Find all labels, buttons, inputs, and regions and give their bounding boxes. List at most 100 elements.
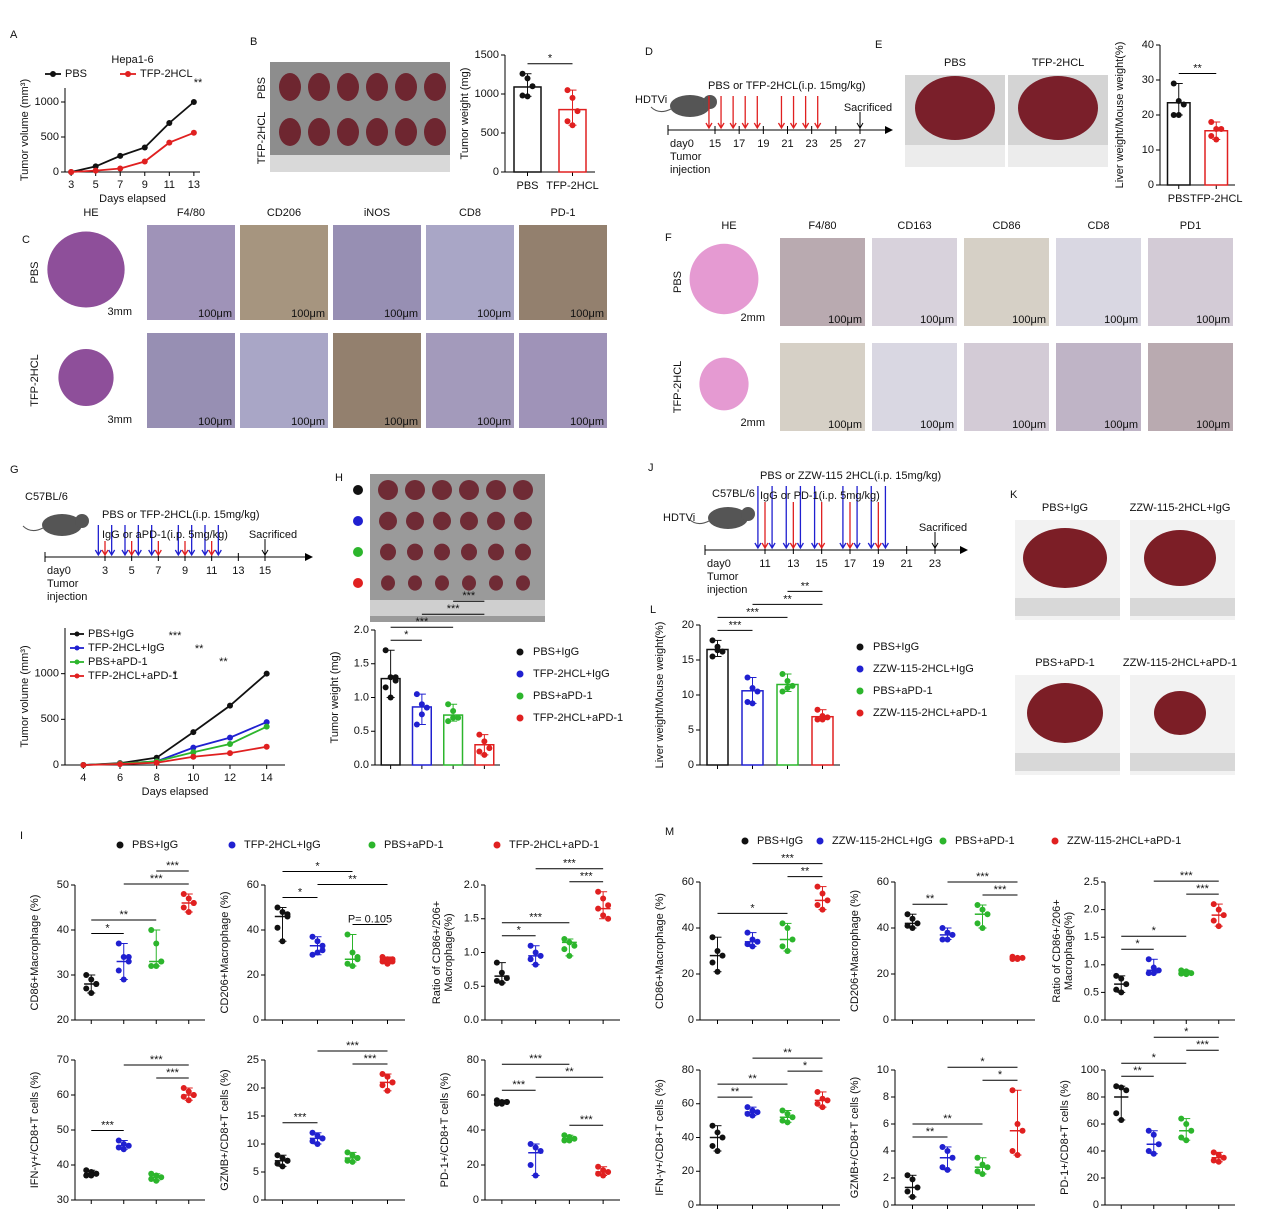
- data-point: [498, 1100, 505, 1107]
- significance-label: **: [194, 77, 203, 89]
- data-point: [190, 900, 197, 906]
- series-marker: [141, 158, 148, 165]
- significance-label: *: [998, 1069, 1003, 1081]
- data-point: [349, 963, 356, 969]
- y-tick-label: 0: [1148, 179, 1154, 191]
- series-marker: [92, 163, 99, 170]
- y-tick-label: 30: [1142, 74, 1154, 86]
- data-point: [185, 1088, 192, 1095]
- tumor-photo: [486, 480, 506, 500]
- injection-label: Tumor: [47, 578, 79, 590]
- treatment-arrow: [174, 525, 182, 557]
- photo: [270, 62, 450, 172]
- data-point: [749, 685, 756, 691]
- data-point: [1213, 136, 1220, 143]
- data-point: [392, 674, 399, 681]
- data-point: [532, 949, 539, 956]
- data-point: [974, 902, 981, 908]
- x-axis-label: Days elapsed: [99, 193, 166, 205]
- legend-marker: [50, 71, 56, 77]
- data-point: [939, 1143, 946, 1150]
- significance-label: **: [1193, 62, 1202, 74]
- data-point: [314, 938, 321, 945]
- legend-marker: [856, 665, 864, 673]
- y-tick-label: 1.0: [1084, 959, 1099, 971]
- data-point: [158, 958, 165, 965]
- legend-label: TFP-2HCL+aPD-1: [533, 712, 623, 724]
- data-point: [1210, 917, 1217, 924]
- ihc-image: [964, 343, 1049, 431]
- legend-marker: [939, 837, 947, 845]
- legend-marker: [74, 659, 80, 665]
- treatment-arrow: [777, 96, 786, 130]
- panel-label: A: [10, 29, 18, 41]
- tumor-photo: [337, 118, 359, 146]
- data-point: [779, 671, 786, 677]
- data-point: [1183, 971, 1190, 978]
- series-marker: [166, 120, 173, 126]
- significance-label: *: [980, 1056, 985, 1068]
- y-tick-label: 1.5: [464, 913, 479, 925]
- data-point: [309, 933, 316, 940]
- significance-label: ***: [462, 590, 476, 602]
- injection-label: injection: [670, 164, 710, 176]
- tumor-photo: [408, 575, 422, 591]
- tumor-photo: [462, 575, 476, 591]
- data-point: [450, 714, 457, 721]
- y-tick-label: 10: [247, 1138, 259, 1150]
- group-dot: [353, 485, 363, 495]
- data-point: [824, 897, 831, 904]
- scale-bar-label: 100μm: [384, 308, 418, 320]
- data-point: [125, 954, 132, 960]
- legend-label: PBS+IgG: [533, 646, 579, 658]
- y-tick-label: 60: [467, 1089, 479, 1101]
- scale-bar-label: 3mm: [108, 414, 132, 426]
- data-point: [1208, 119, 1215, 125]
- significance-label: *: [1184, 1026, 1189, 1038]
- data-point: [1218, 126, 1225, 132]
- data-point: [1145, 956, 1152, 963]
- y-tick-label: 0.5: [1084, 986, 1099, 998]
- data-point: [185, 1097, 192, 1104]
- data-point: [714, 948, 721, 954]
- day-label: 3: [102, 565, 108, 577]
- data-point: [819, 1104, 826, 1111]
- ruler: [270, 155, 450, 172]
- day-label: 21: [901, 558, 913, 570]
- photo: [370, 474, 545, 622]
- y-tick-label: 50: [57, 879, 69, 891]
- treatment-arrow: [814, 96, 822, 130]
- data-point: [503, 1099, 510, 1105]
- panel-label: L: [650, 604, 656, 616]
- timeline-arrow: [305, 553, 313, 561]
- ihc-image: [780, 238, 865, 326]
- scale-bar-label: 100μm: [477, 308, 511, 320]
- significance-label: ***: [1196, 1039, 1210, 1051]
- data-point: [561, 1132, 568, 1139]
- y-tick-label: 1000: [475, 88, 499, 100]
- data-point: [279, 1163, 286, 1170]
- scale-bar-label: 100μm: [570, 308, 604, 320]
- data-point: [309, 1138, 316, 1145]
- data-point: [814, 1100, 821, 1107]
- data-point: [387, 694, 394, 701]
- treatment-arrow: [768, 486, 776, 550]
- series-marker: [190, 753, 197, 760]
- significance-label: ***: [746, 606, 760, 618]
- y-tick-label: 0.0: [464, 1014, 479, 1026]
- panel-label: F: [665, 232, 672, 244]
- y-tick-label: 60: [682, 1098, 694, 1110]
- y-tick-label: 40: [247, 924, 259, 936]
- y-axis-label: PD-1+/CD8+T cells (%): [1059, 1080, 1071, 1195]
- image-label: ZZW-115-2HCL+IgG: [1130, 502, 1231, 514]
- x-tick-label: 3: [68, 179, 74, 191]
- scale-bar-label: 100μm: [477, 416, 511, 428]
- data-point: [595, 888, 602, 895]
- scale-bar-label: 2mm: [741, 312, 765, 324]
- he-section: [699, 357, 749, 411]
- data-point: [445, 701, 452, 708]
- y-tick-label: 60: [247, 879, 259, 891]
- scale-bar-label: 100μm: [1012, 419, 1046, 431]
- treatment-label: PBS or ZZW-115 2HCL(i.p. 15mg/kg): [760, 470, 941, 482]
